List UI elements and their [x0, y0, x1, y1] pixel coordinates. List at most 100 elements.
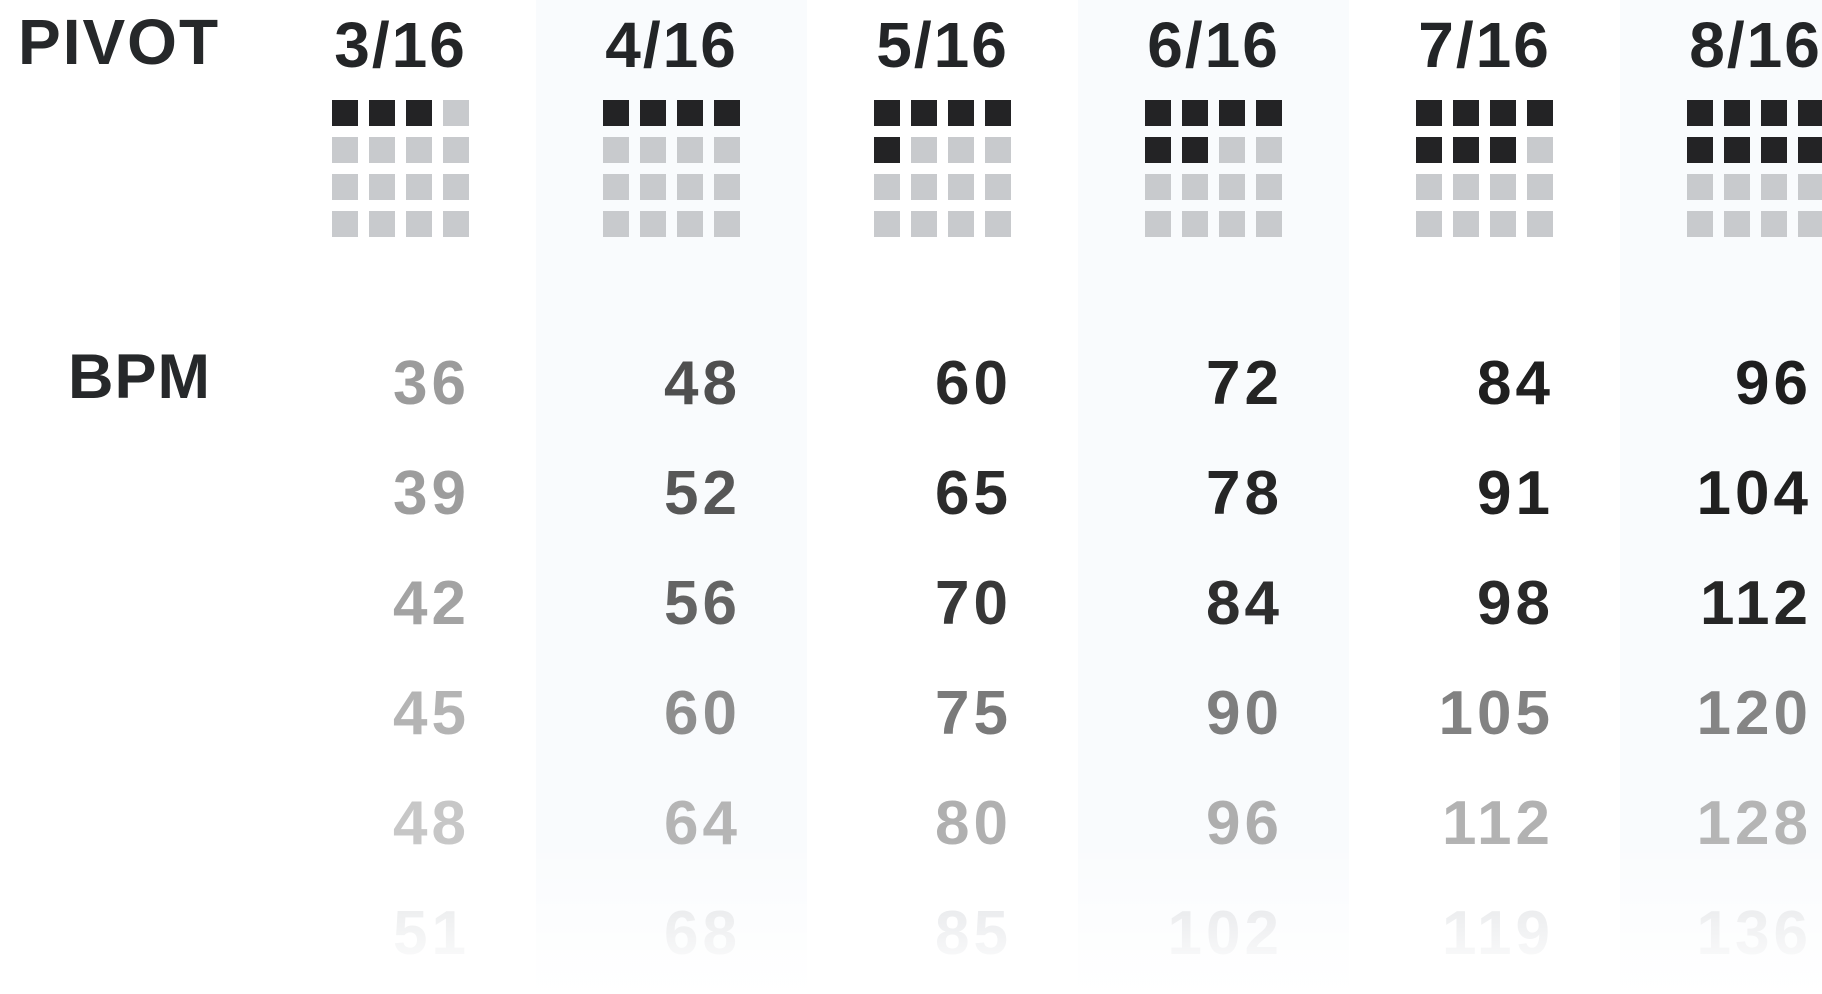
grid-cell-empty [332, 174, 358, 200]
grid-cell-empty [406, 174, 432, 200]
grid-cell-empty [640, 211, 666, 237]
pivot-grid [1416, 100, 1553, 237]
grid-cell-empty [1182, 211, 1208, 237]
grid-cell-empty [1453, 174, 1479, 200]
grid-cell-empty [714, 137, 740, 163]
grid-cell-empty [948, 137, 974, 163]
grid-cell-empty [677, 211, 703, 237]
column-band [1078, 0, 1349, 994]
grid-cell-empty [1527, 211, 1553, 237]
bpm-value: 75 [935, 679, 1012, 748]
grid-cell-empty [874, 174, 900, 200]
bpm-value: 128 [1696, 789, 1812, 858]
grid-cell-empty [1724, 174, 1750, 200]
bpm-value: 96 [1735, 349, 1812, 418]
bpm-value: 136 [1696, 899, 1812, 968]
bpm-value: 90 [1206, 679, 1283, 748]
bpm-value: 70 [935, 569, 1012, 638]
grid-cell-empty [985, 211, 1011, 237]
pivot-grid [332, 100, 469, 237]
grid-cell-empty [985, 137, 1011, 163]
grid-cell-empty [985, 174, 1011, 200]
column-header: 4/16 [605, 9, 738, 81]
grid-cell-empty [1416, 174, 1442, 200]
bpm-value: 78 [1206, 459, 1283, 528]
grid-cell-filled [1798, 100, 1822, 126]
grid-cell-empty [603, 211, 629, 237]
grid-cell-empty [369, 137, 395, 163]
bpm-value: 45 [393, 679, 470, 748]
grid-cell-empty [1724, 211, 1750, 237]
grid-cell-empty [603, 174, 629, 200]
grid-cell-filled [874, 137, 900, 163]
grid-cell-filled [1182, 100, 1208, 126]
grid-cell-empty [1145, 174, 1171, 200]
grid-cell-filled [406, 100, 432, 126]
grid-cell-filled [1145, 100, 1171, 126]
grid-cell-empty [1527, 174, 1553, 200]
bpm-value: 91 [1477, 459, 1554, 528]
bpm-value: 80 [935, 789, 1012, 858]
bpm-value: 120 [1696, 679, 1812, 748]
grid-cell-empty [640, 137, 666, 163]
bpm-value: 48 [393, 789, 470, 858]
pivot-grid [1145, 100, 1282, 237]
grid-cell-empty [1453, 211, 1479, 237]
grid-cell-empty [1182, 174, 1208, 200]
grid-cell-empty [1490, 211, 1516, 237]
bpm-value: 105 [1438, 679, 1554, 748]
bpm-value: 42 [393, 569, 470, 638]
bpm-value: 85 [935, 899, 1012, 968]
pivot-grid [603, 100, 740, 237]
grid-cell-empty [911, 174, 937, 200]
bpm-value: 102 [1167, 899, 1283, 968]
grid-cell-filled [714, 100, 740, 126]
grid-cell-empty [1256, 174, 1282, 200]
grid-cell-filled [1416, 137, 1442, 163]
pivot-grid [1687, 100, 1822, 237]
grid-cell-filled [1182, 137, 1208, 163]
grid-cell-filled [1761, 137, 1787, 163]
grid-cell-empty [332, 137, 358, 163]
bpm-value: 104 [1696, 459, 1812, 528]
grid-cell-empty [443, 137, 469, 163]
grid-cell-empty [1256, 211, 1282, 237]
bpm-value: 39 [393, 459, 470, 528]
bpm-value: 112 [1699, 569, 1812, 638]
grid-cell-filled [1219, 100, 1245, 126]
grid-cell-empty [874, 211, 900, 237]
grid-cell-filled [640, 100, 666, 126]
grid-cell-filled [1724, 100, 1750, 126]
grid-cell-empty [1798, 174, 1822, 200]
grid-cell-empty [640, 174, 666, 200]
grid-cell-empty [1761, 211, 1787, 237]
grid-cell-empty [1761, 174, 1787, 200]
grid-cell-empty [1416, 211, 1442, 237]
bpm-value: 64 [664, 789, 741, 858]
grid-cell-filled [603, 100, 629, 126]
grid-cell-empty [1219, 211, 1245, 237]
grid-cell-empty [1687, 211, 1713, 237]
bpm-value: 56 [664, 569, 741, 638]
grid-cell-filled [1145, 137, 1171, 163]
bpm-value: 119 [1441, 899, 1554, 968]
bpm-value: 84 [1477, 349, 1554, 418]
grid-cell-empty [1219, 174, 1245, 200]
grid-cell-empty [369, 211, 395, 237]
bpm-value: 68 [664, 899, 741, 968]
grid-cell-empty [332, 211, 358, 237]
grid-cell-empty [1527, 137, 1553, 163]
grid-cell-empty [714, 211, 740, 237]
bpm-value: 60 [664, 679, 741, 748]
page-title: PIVOT [18, 6, 221, 78]
bpm-value: 96 [1206, 789, 1283, 858]
bpm-value: 98 [1477, 569, 1554, 638]
column-band [1620, 0, 1822, 994]
grid-cell-empty [1490, 174, 1516, 200]
grid-cell-empty [948, 211, 974, 237]
grid-cell-filled [1527, 100, 1553, 126]
bpm-value: 48 [664, 349, 741, 418]
grid-cell-empty [443, 211, 469, 237]
grid-cell-empty [1687, 174, 1713, 200]
